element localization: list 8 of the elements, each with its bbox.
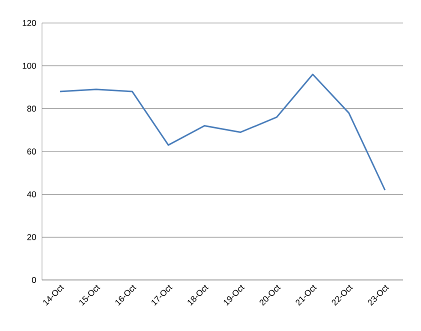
line-series <box>59 74 386 191</box>
y-tick-label: 0 <box>32 276 36 283</box>
y-tick-label: 60 <box>27 148 36 154</box>
y-tick-label: 40 <box>27 191 36 198</box>
y-tick-label: 20 <box>27 234 36 240</box>
y-tick-label: 100 <box>22 62 36 69</box>
y-tick-label: 80 <box>27 106 36 112</box>
y-tick-label: 120 <box>22 20 36 26</box>
